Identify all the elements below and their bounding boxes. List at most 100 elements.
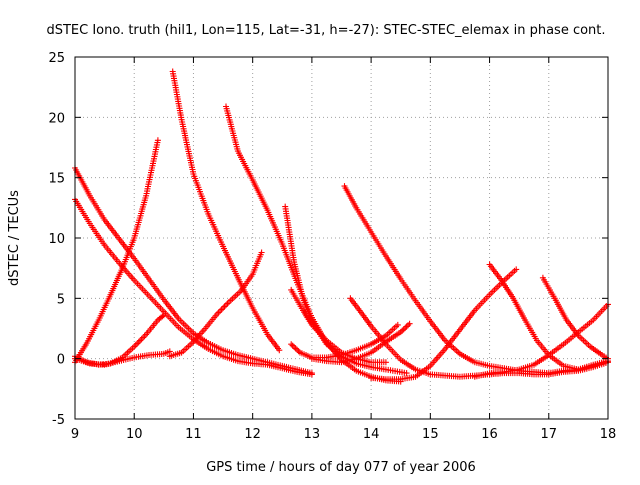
point-markers [382,321,401,339]
y-tick-label: 20 [48,111,65,126]
point-markers [359,311,373,328]
point-markers [533,337,551,357]
y-tick-label: 0 [57,353,65,368]
point-markers [531,353,550,368]
point-markers [166,350,183,360]
point-markers [516,362,535,373]
point-markers [223,103,241,152]
point-markers [83,319,101,346]
x-tick-label: 10 [126,427,143,442]
point-markers [131,195,149,241]
y-tick-label: 25 [48,51,65,66]
point-markers [368,359,389,366]
point-markers [510,295,527,322]
point-markers [368,375,387,382]
point-markers [442,328,462,352]
series-7 [166,249,265,360]
series-16 [486,261,611,373]
point-markers [486,369,506,377]
y-tick-label: 10 [48,232,65,247]
point-markers [347,295,364,316]
point-markers [86,220,107,247]
x-tick-label: 17 [541,427,558,442]
point-markers [300,307,314,327]
point-markers [368,364,387,373]
point-markers [498,277,516,300]
point-markers [95,293,113,324]
point-markers [456,350,476,365]
point-markers [107,267,125,298]
x-tick-label: 9 [71,427,79,442]
point-markers [368,323,388,346]
point-markers [101,216,122,241]
point-markers [175,324,195,341]
point-markers [249,305,270,336]
point-markers [205,346,224,359]
series-18 [471,301,611,380]
x-tick-label: 18 [600,427,617,442]
x-tick-label: 16 [481,427,498,442]
x-tick-label: 14 [363,427,380,442]
point-markers [338,347,358,358]
point-markers [190,327,207,345]
point-markers [308,321,328,342]
point-markers [368,229,388,258]
point-markers [226,289,243,305]
point-markers [160,296,181,321]
point-markers [234,352,254,362]
series-17 [539,274,611,362]
point-markers [119,345,136,361]
point-markers [249,360,269,368]
point-markers [160,348,173,357]
chart-title: dSTEC Iono. truth (hil1, Lon=115, Lat=-3… [46,23,605,38]
point-markers [397,374,417,383]
point-markers [560,330,580,348]
series-3 [72,137,161,366]
point-markers [264,331,283,354]
x-tick-label: 11 [185,427,202,442]
point-markers [471,293,491,314]
point-markers [160,308,180,329]
point-markers [539,274,557,300]
data-points [72,68,611,385]
point-markers [237,273,255,295]
point-markers [101,242,121,265]
point-markers [297,349,313,360]
point-markers [341,183,359,209]
point-markers [427,318,447,342]
x-tick-label: 13 [304,427,321,442]
point-markers [202,312,219,332]
point-markers [486,261,504,282]
point-markers [178,340,195,356]
point-markers [353,350,372,362]
point-markers [288,341,302,355]
point-markers [119,237,137,272]
point-markers [353,367,372,379]
point-markers [178,116,196,175]
x-axis-label: GPS time / hours of day 077 of year 2006 [206,460,476,475]
point-markers [249,177,270,212]
point-markers [220,347,239,358]
series-15 [368,266,520,383]
point-markers [143,167,155,199]
point-markers [86,360,106,368]
point-markers [234,148,255,181]
point-markers [471,359,491,369]
y-axis-label: dSTEC / TECUs [7,190,22,286]
point-markers [205,340,224,353]
point-markers [353,204,373,233]
point-markers [131,255,151,281]
point-markers [323,358,343,366]
point-markers [323,337,343,355]
point-markers [154,312,167,324]
point-markers [143,318,160,338]
point-markers [131,277,151,298]
point-markers [590,301,611,324]
point-markers [146,292,166,313]
point-markers [146,276,166,301]
point-markers [175,315,195,335]
point-markers [205,210,226,248]
series-2 [72,196,315,378]
series-12 [308,320,413,366]
